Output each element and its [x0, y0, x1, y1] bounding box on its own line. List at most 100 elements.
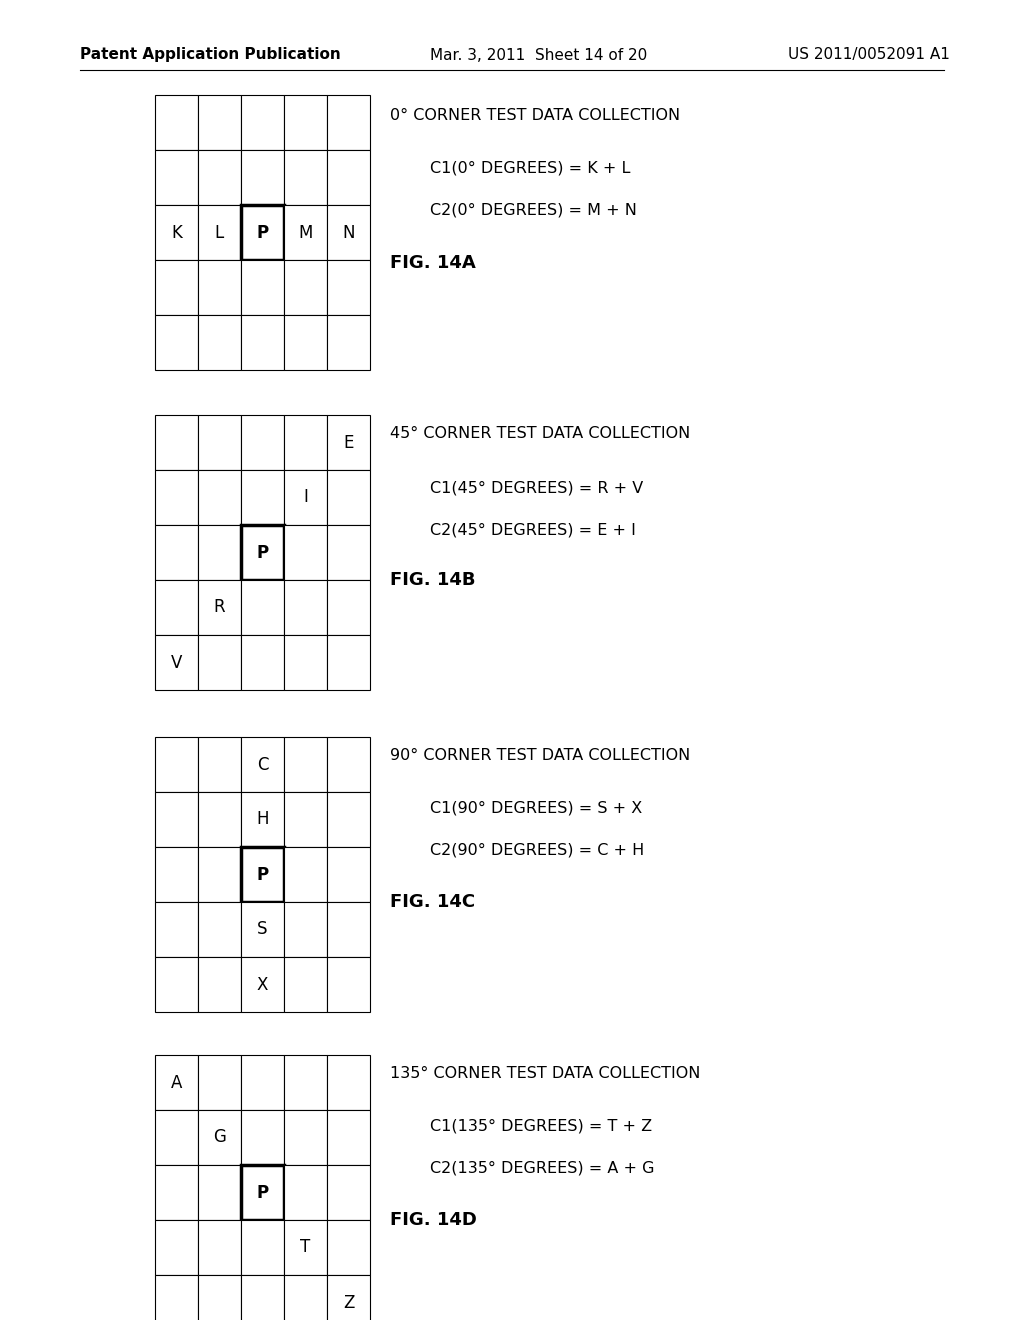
Bar [284, 792, 327, 847]
Text: FIG. 14C: FIG. 14C [390, 894, 475, 911]
Bar [155, 414, 198, 470]
Bar [198, 847, 241, 902]
Bar [327, 902, 370, 957]
Text: 135° CORNER TEST DATA COLLECTION: 135° CORNER TEST DATA COLLECTION [390, 1065, 700, 1081]
Bar [198, 525, 241, 579]
Bar [327, 414, 370, 470]
Bar [284, 1110, 327, 1166]
Bar [241, 737, 284, 792]
Bar [241, 579, 284, 635]
Text: P: P [256, 544, 268, 561]
Bar [155, 1275, 198, 1320]
Text: H: H [256, 810, 268, 829]
Bar [198, 150, 241, 205]
Bar [155, 902, 198, 957]
Text: P: P [256, 866, 268, 883]
Bar [155, 150, 198, 205]
Text: C: C [257, 755, 268, 774]
Bar [327, 1166, 370, 1220]
Bar [155, 737, 198, 792]
Bar [327, 1055, 370, 1110]
Bar [198, 1166, 241, 1220]
Bar [241, 902, 284, 957]
Text: C1(90° DEGREES) = S + X: C1(90° DEGREES) = S + X [430, 800, 642, 816]
Bar [155, 95, 198, 150]
Bar [284, 414, 327, 470]
Bar [284, 635, 327, 690]
Text: G: G [213, 1129, 226, 1147]
Bar [241, 95, 284, 150]
Text: FIG. 14A: FIG. 14A [390, 253, 476, 272]
Bar [198, 635, 241, 690]
Text: P: P [256, 1184, 268, 1201]
Bar [198, 792, 241, 847]
Bar [198, 414, 241, 470]
Text: C1(135° DEGREES) = T + Z: C1(135° DEGREES) = T + Z [430, 1118, 652, 1134]
Bar [327, 150, 370, 205]
Bar [241, 1220, 284, 1275]
Bar [241, 260, 284, 315]
Bar [327, 260, 370, 315]
Bar [241, 847, 284, 902]
Bar [155, 792, 198, 847]
Text: C2(0° DEGREES) = M + N: C2(0° DEGREES) = M + N [430, 202, 637, 218]
Bar [241, 205, 284, 260]
Text: R: R [214, 598, 225, 616]
Text: L: L [215, 223, 224, 242]
Bar [155, 260, 198, 315]
Bar [155, 205, 198, 260]
Bar [198, 902, 241, 957]
Bar [241, 1166, 284, 1220]
Bar [155, 1055, 198, 1110]
Bar [284, 902, 327, 957]
Bar [241, 1275, 284, 1320]
Bar [241, 635, 284, 690]
Bar [284, 205, 327, 260]
Bar [284, 95, 327, 150]
Bar [327, 205, 370, 260]
Bar [155, 1166, 198, 1220]
Text: X: X [257, 975, 268, 994]
Bar [327, 635, 370, 690]
Text: 0° CORNER TEST DATA COLLECTION: 0° CORNER TEST DATA COLLECTION [390, 107, 680, 123]
Text: T: T [300, 1238, 310, 1257]
Text: Mar. 3, 2011  Sheet 14 of 20: Mar. 3, 2011 Sheet 14 of 20 [430, 48, 647, 62]
Bar [284, 1166, 327, 1220]
Text: C2(45° DEGREES) = E + I: C2(45° DEGREES) = E + I [430, 523, 636, 537]
Bar [241, 414, 284, 470]
Bar [284, 470, 327, 525]
Bar [241, 1055, 284, 1110]
Bar [284, 315, 327, 370]
Bar [155, 635, 198, 690]
Bar [241, 470, 284, 525]
Text: M: M [298, 223, 312, 242]
Bar [284, 150, 327, 205]
Text: FIG. 14B: FIG. 14B [390, 572, 475, 589]
Bar [327, 470, 370, 525]
Bar [327, 525, 370, 579]
Bar [198, 957, 241, 1012]
Bar [198, 579, 241, 635]
Text: C1(0° DEGREES) = K + L: C1(0° DEGREES) = K + L [430, 161, 631, 176]
Bar [327, 95, 370, 150]
Bar [155, 470, 198, 525]
Bar [241, 957, 284, 1012]
Bar [327, 792, 370, 847]
Bar [198, 205, 241, 260]
Bar [327, 579, 370, 635]
Text: C2(135° DEGREES) = A + G: C2(135° DEGREES) = A + G [430, 1160, 654, 1176]
Text: Z: Z [343, 1294, 354, 1312]
Bar [327, 847, 370, 902]
Text: FIG. 14D: FIG. 14D [390, 1210, 477, 1229]
Bar [284, 737, 327, 792]
Bar [327, 315, 370, 370]
Bar [155, 957, 198, 1012]
Bar [241, 525, 284, 579]
Text: C2(90° DEGREES) = C + H: C2(90° DEGREES) = C + H [430, 842, 644, 858]
Bar [155, 315, 198, 370]
Bar [284, 579, 327, 635]
Bar [284, 1275, 327, 1320]
Bar [198, 737, 241, 792]
Bar [284, 525, 327, 579]
Text: I: I [303, 488, 308, 507]
